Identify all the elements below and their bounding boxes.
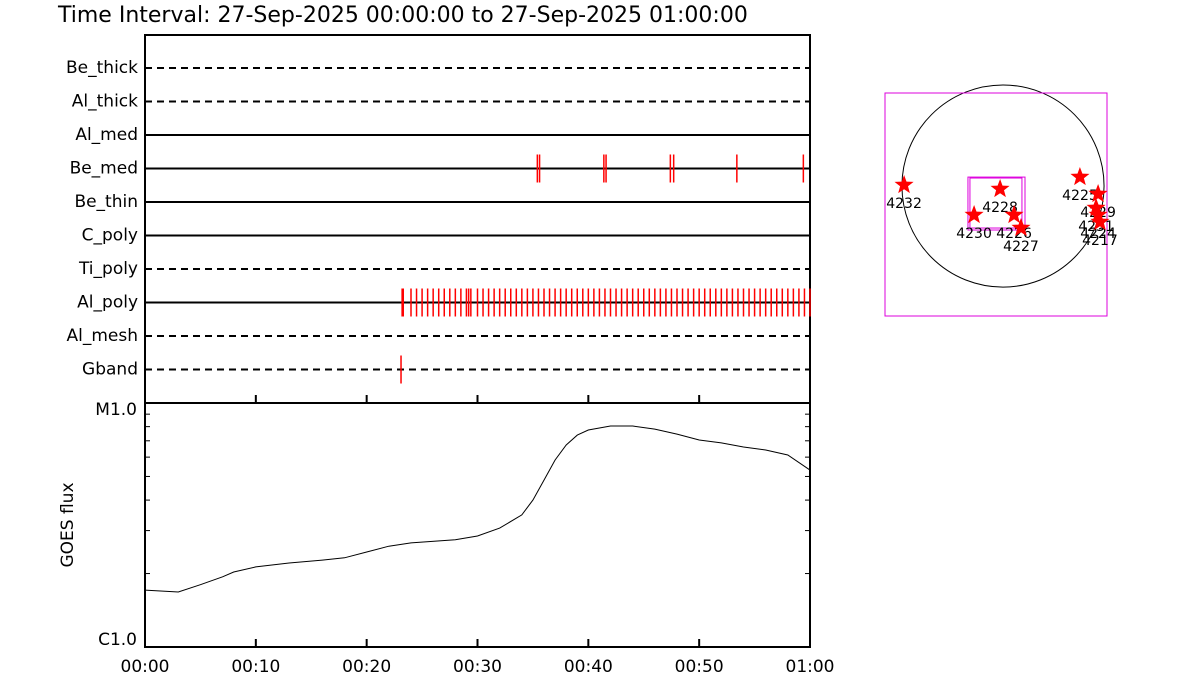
region-star: [1070, 167, 1090, 186]
region-star: [990, 179, 1010, 198]
fov-box: [884, 92, 1108, 317]
row-label: Al_poly: [77, 293, 138, 313]
x-tick-label: 00:30: [453, 657, 502, 677]
x-tick-label: 00:50: [675, 657, 724, 677]
region-star: [1090, 212, 1110, 231]
region-label: 4225: [1062, 188, 1098, 204]
region-star: [1086, 198, 1106, 217]
chart-title: Time Interval: 27-Sep-2025 00:00:00 to 2…: [57, 3, 748, 28]
region-star: [894, 175, 914, 194]
goes-curve: [144, 425, 811, 593]
row-label: Be_thin: [74, 192, 138, 212]
row-label: Al_mesh: [66, 326, 138, 346]
region-star: [1004, 205, 1024, 224]
region-label: 4230: [956, 226, 992, 242]
row-label: Al_med: [75, 125, 138, 145]
region-star: [1088, 184, 1108, 203]
fov-box: [967, 176, 1026, 231]
row-label: Al_thick: [72, 92, 138, 112]
row-label: Gband: [82, 360, 138, 380]
x-tick-label: 00:00: [121, 657, 170, 677]
fov-box: [969, 177, 1023, 229]
x-tick-label: 00:20: [342, 657, 391, 677]
region-star: [1011, 218, 1031, 237]
region-label: 4217: [1082, 233, 1118, 249]
y-axis-label: GOES flux: [58, 482, 78, 567]
row-label: Be_med: [70, 159, 138, 179]
region-star: [1088, 205, 1108, 224]
x-tick-label: 00:10: [231, 657, 280, 677]
x-tick-label: 00:40: [564, 657, 613, 677]
row-label: Be_thick: [66, 58, 138, 78]
y-tick-label: M1.0: [95, 400, 137, 420]
x-tick-label: 01:00: [786, 657, 835, 677]
region-label: 4224: [1080, 226, 1116, 242]
region-star: [964, 205, 984, 224]
row-label: C_poly: [82, 226, 138, 246]
region-label: 4227: [1003, 239, 1039, 255]
region-label: 4232: [886, 196, 922, 212]
row-label: Ti_poly: [78, 259, 138, 279]
y-tick-label: C1.0: [98, 630, 137, 650]
